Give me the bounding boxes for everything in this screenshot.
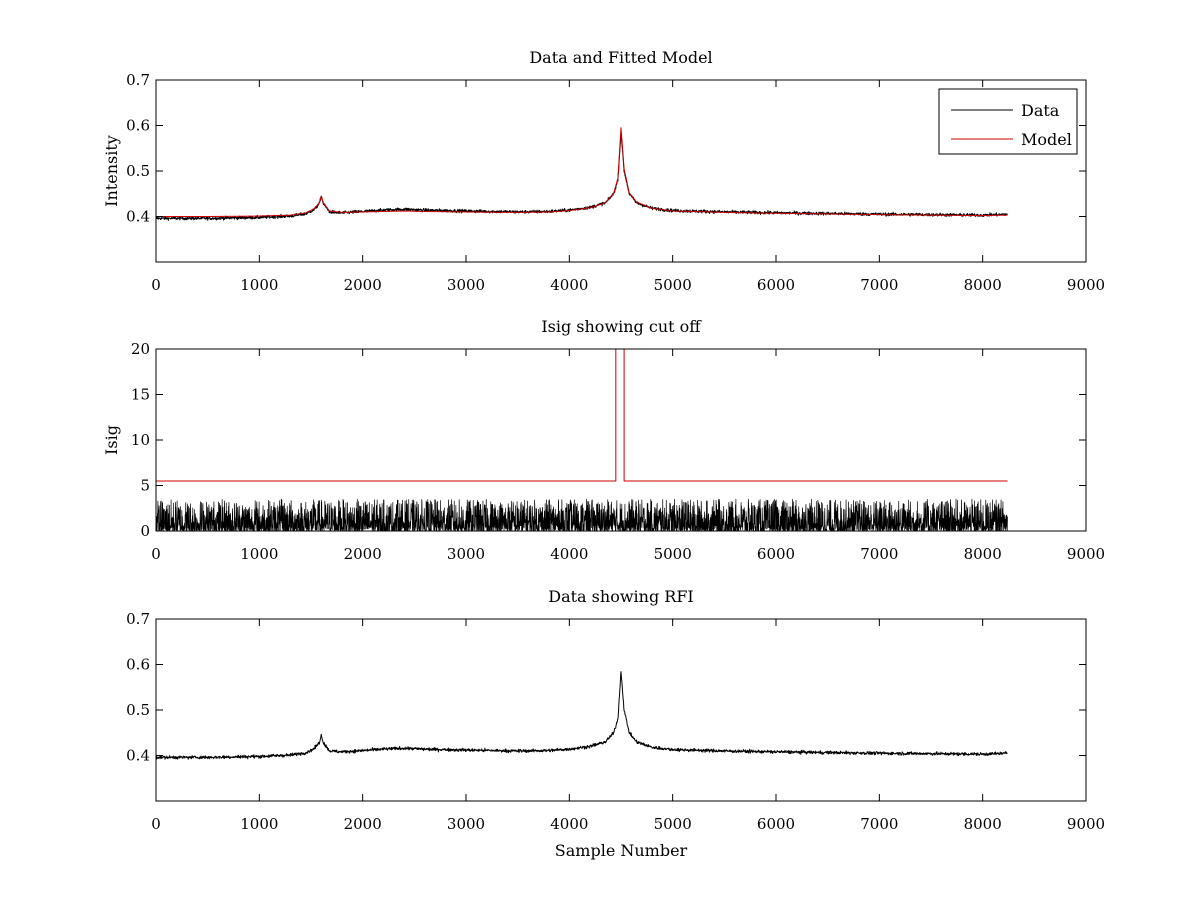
y-tick-label: 0.7	[126, 71, 150, 89]
plot-area	[156, 349, 1008, 531]
chart-title: Isig showing cut off	[541, 317, 702, 336]
x-tick-label: 0	[151, 815, 161, 833]
x-tick-label: 8000	[964, 815, 1002, 833]
y-tick-label: 15	[131, 386, 150, 404]
x-tick-label: 6000	[757, 545, 795, 563]
x-tick-label: 8000	[964, 276, 1002, 294]
y-tick-label: 0	[140, 522, 150, 540]
x-tick-label: 0	[151, 276, 161, 294]
x-tick-label: 4000	[550, 545, 588, 563]
y-tick-label: 10	[131, 431, 150, 449]
series-line-2	[156, 349, 1008, 482]
y-tick-label: 0.4	[126, 208, 150, 226]
x-tick-label: 1000	[240, 815, 278, 833]
x-tick-label: 7000	[860, 276, 898, 294]
x-tick-label: 2000	[344, 815, 382, 833]
x-tick-label: 8000	[964, 545, 1002, 563]
x-tick-label: 3000	[447, 276, 485, 294]
x-tick-label: 9000	[1067, 815, 1105, 833]
x-tick-label: 9000	[1067, 545, 1105, 563]
y-tick-label: 0.5	[126, 162, 150, 180]
legend-entry-label: Data	[1021, 101, 1060, 120]
x-tick-label: 1000	[240, 276, 278, 294]
y-tick-label: 0.4	[126, 747, 150, 765]
x-tick-label: 6000	[757, 815, 795, 833]
y-tick-label: 5	[140, 477, 150, 495]
x-tick-label: 2000	[344, 545, 382, 563]
series-line-1	[156, 498, 1008, 531]
x-tick-label: 2000	[344, 276, 382, 294]
y-tick-label: 0.7	[126, 610, 150, 628]
x-tick-label: 0	[151, 545, 161, 563]
subplot-1: 0 1000 2000 3000 4000 5000 6000 7000 8000 9000 0.4…	[102, 48, 1105, 294]
subplot-2: 0 1000 2000 3000 4000 5000 6000 7000 8000 9000 0 5 1…	[102, 317, 1105, 563]
legend-entry-label: Model	[1021, 130, 1072, 149]
x-tick-label: 7000	[860, 815, 898, 833]
y-axis-label: Intensity	[102, 135, 121, 207]
chart-title: Data and Fitted Model	[529, 48, 712, 67]
legend: Data Model	[938, 88, 1078, 155]
x-tick-label: 3000	[447, 815, 485, 833]
x-tick-label: 6000	[757, 276, 795, 294]
series-line-1	[156, 671, 1008, 760]
x-tick-label: 4000	[550, 815, 588, 833]
series-line-1	[156, 131, 1008, 221]
x-tick-label: 7000	[860, 545, 898, 563]
x-tick-label: 5000	[654, 276, 692, 294]
x-tick-label: 5000	[654, 545, 692, 563]
y-tick-label: 0.6	[126, 117, 150, 135]
plot-area	[156, 671, 1008, 760]
x-tick-label: 3000	[447, 545, 485, 563]
y-tick-label: 0.6	[126, 656, 150, 674]
y-tick-label: 0.5	[126, 701, 150, 719]
x-tick-label: 9000	[1067, 276, 1105, 294]
subplot-3: 0 1000 2000 3000 4000 5000 6000 7000 8000 9000 0.4…	[126, 587, 1105, 860]
x-tick-label: 5000	[654, 815, 692, 833]
axes-frame	[155, 618, 1087, 802]
x-tick-label: 1000	[240, 545, 278, 563]
x-tick-label: 4000	[550, 276, 588, 294]
chart-title: Data showing RFI	[548, 587, 693, 606]
plot-area	[156, 127, 1008, 221]
x-axis-label: Sample Number	[555, 841, 688, 860]
legend-box	[938, 88, 1078, 155]
y-tick-label: 20	[131, 340, 150, 358]
series-line-2	[156, 127, 1008, 217]
y-axis-label: Isig	[102, 425, 121, 455]
